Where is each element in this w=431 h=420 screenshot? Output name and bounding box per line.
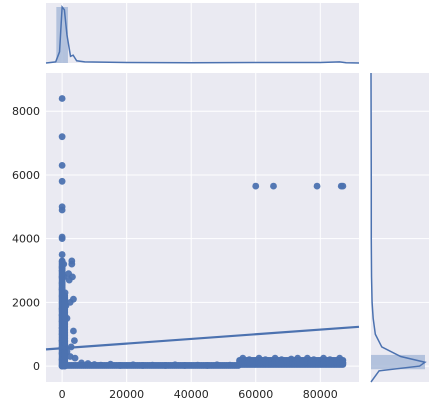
y-tick-label: 4000 bbox=[12, 233, 40, 246]
x-axis-tick-labels: 0 20000 40000 60000 80000 bbox=[59, 388, 338, 401]
marginal-x-panel bbox=[45, 3, 360, 64]
scatter-point bbox=[58, 251, 66, 258]
scatter-point bbox=[71, 354, 79, 362]
marginal-y-panel bbox=[370, 72, 429, 383]
scatter-point bbox=[339, 359, 347, 367]
scatter-point bbox=[70, 327, 77, 335]
y-tick-label: 6000 bbox=[12, 169, 40, 182]
y-tick-label: 8000 bbox=[12, 105, 40, 118]
marginal-y-background bbox=[371, 73, 429, 382]
scatter-point bbox=[71, 337, 78, 344]
scatter-point bbox=[68, 260, 76, 268]
scatter-point bbox=[252, 182, 260, 190]
scatter-point bbox=[339, 182, 347, 190]
scatter-point bbox=[58, 206, 66, 214]
scatter-point bbox=[69, 273, 76, 281]
scatter-point bbox=[58, 95, 66, 102]
scatter-points bbox=[58, 95, 347, 370]
scatter-point bbox=[58, 133, 66, 141]
main-plot-background bbox=[46, 73, 359, 382]
scatter-point bbox=[61, 292, 69, 300]
marginal-y-kde-curve bbox=[370, 72, 427, 383]
x-tick-label: 20000 bbox=[109, 388, 144, 401]
scatter-point bbox=[270, 182, 277, 190]
y-tick-label: 2000 bbox=[12, 296, 40, 309]
x-tick-label: 0 bbox=[59, 388, 66, 401]
y-axis-tick-labels: 0 2000 4000 6000 8000 bbox=[12, 105, 40, 373]
x-tick-label: 60000 bbox=[238, 388, 273, 401]
marginal-x-background bbox=[46, 3, 359, 63]
x-tick-label: 40000 bbox=[174, 388, 209, 401]
scatter-point bbox=[313, 182, 321, 190]
scatter-point bbox=[58, 177, 66, 185]
main-scatter-panel: 0 20000 40000 60000 80000 0 2000 4000 6000 8000 bbox=[12, 73, 360, 401]
scatter-point bbox=[58, 235, 66, 243]
marginal-x-kde-curve bbox=[45, 5, 360, 64]
scatter-point bbox=[58, 161, 66, 169]
marginal-x-histogram-bar bbox=[56, 7, 68, 63]
scatter-point bbox=[70, 295, 77, 303]
regression-line bbox=[45, 325, 360, 351]
marginal-x-histogram bbox=[56, 7, 68, 63]
y-tick-label: 0 bbox=[33, 360, 40, 373]
x-tick-label: 80000 bbox=[303, 388, 338, 401]
scatter-point bbox=[58, 258, 66, 265]
